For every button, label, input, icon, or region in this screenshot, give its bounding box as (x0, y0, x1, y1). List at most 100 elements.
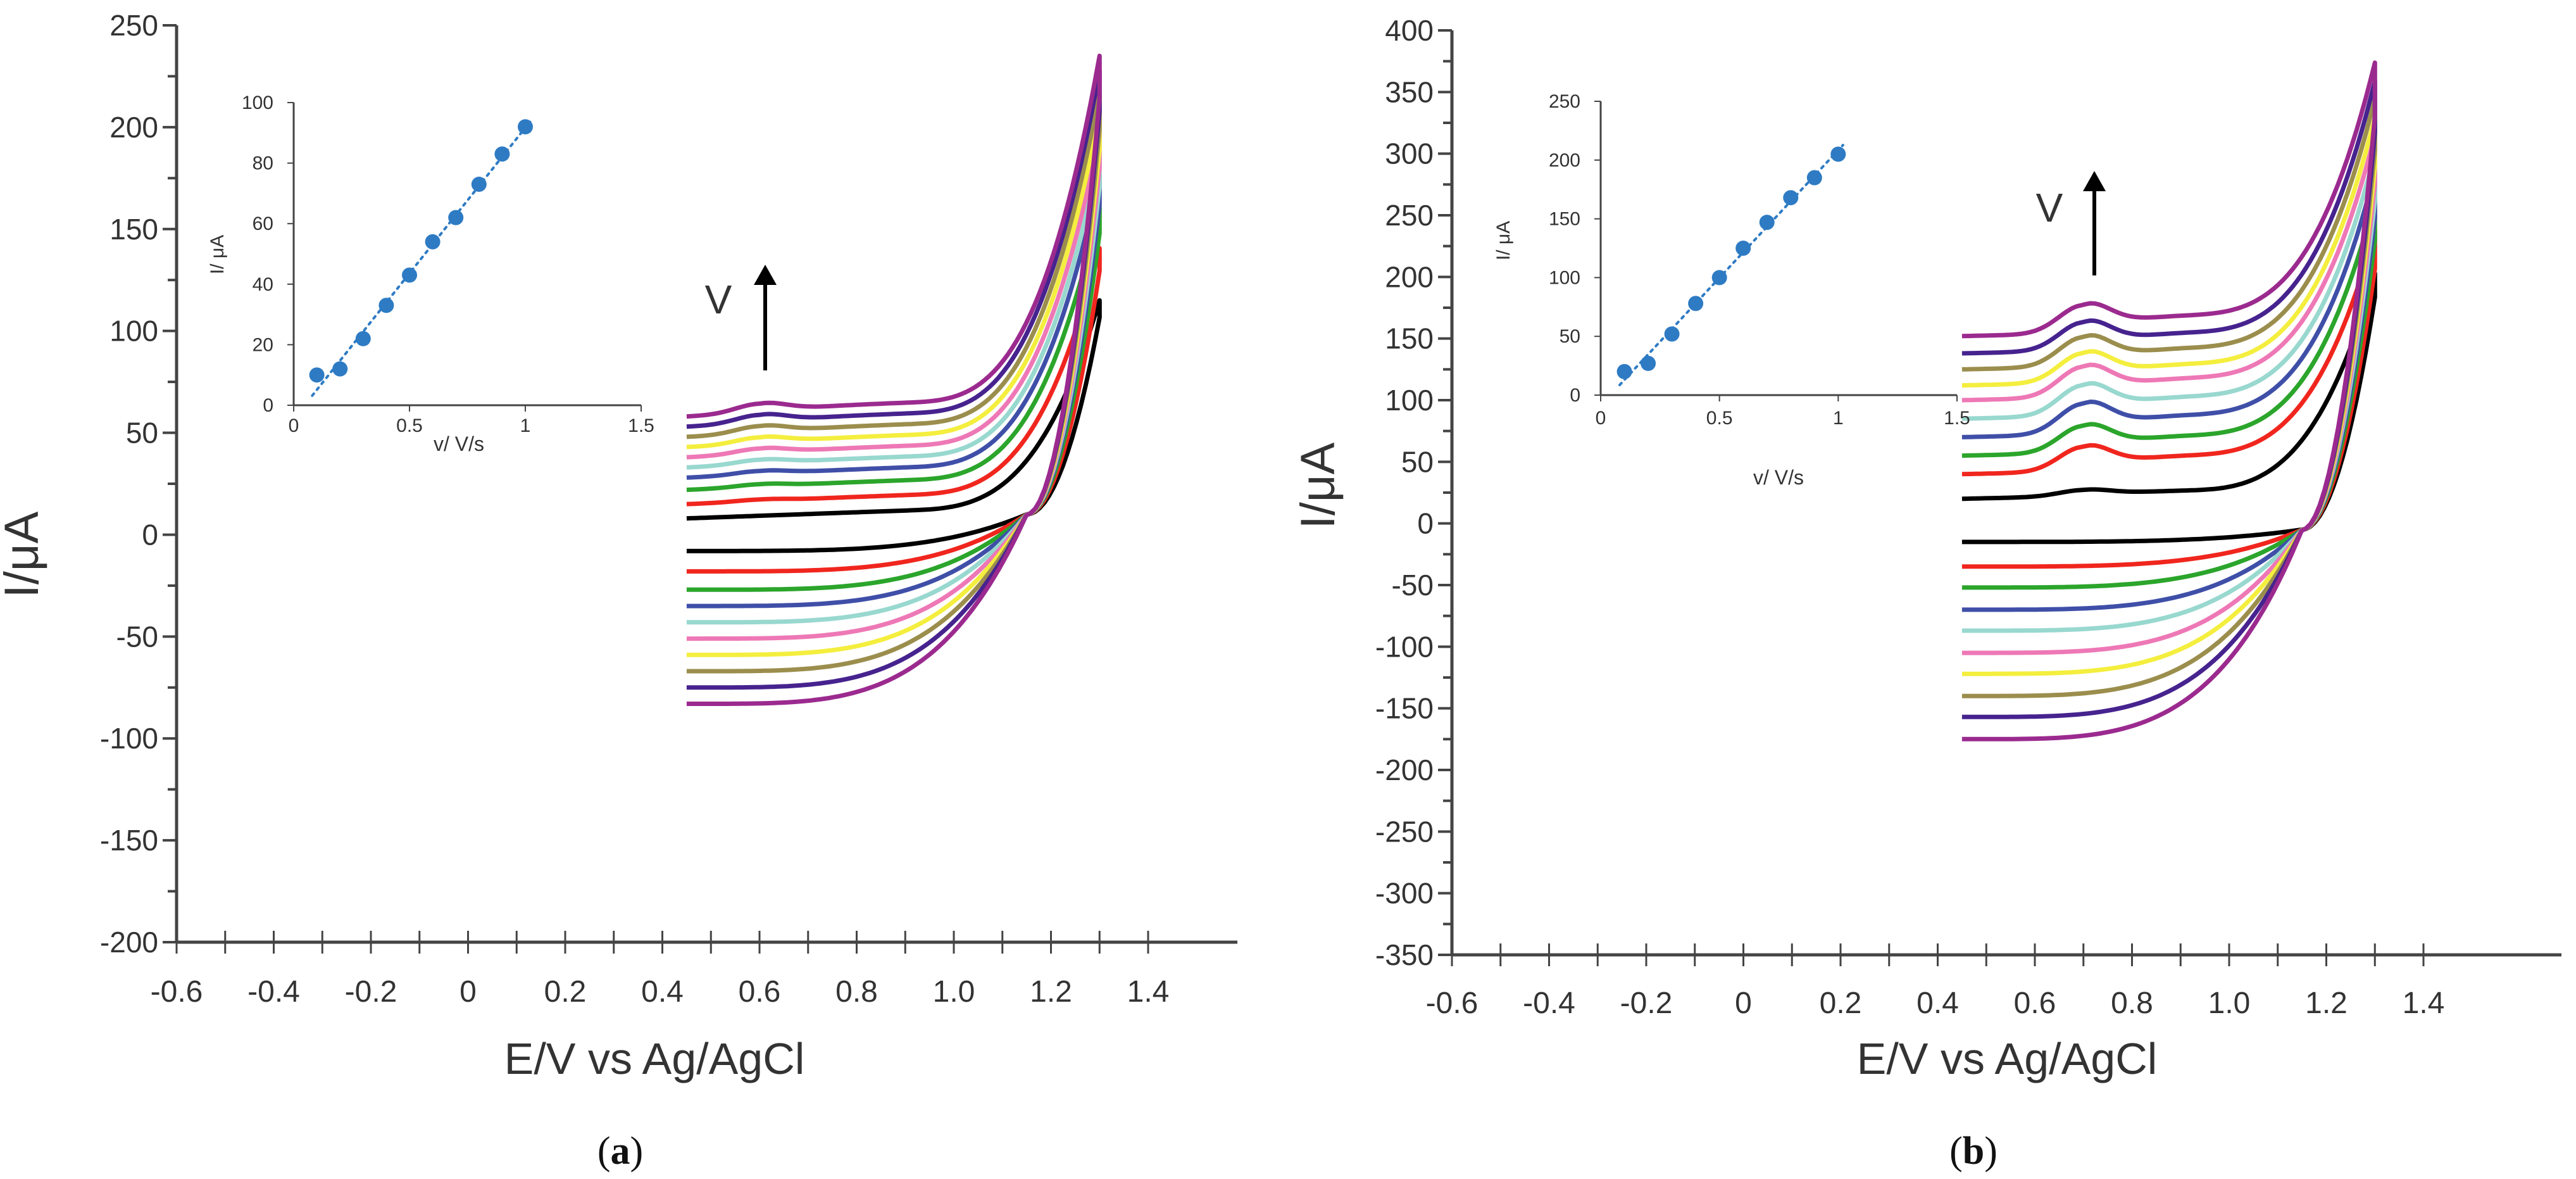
x-axis-label: E/V vs Ag/AgCl (504, 1034, 805, 1083)
cv-curve-10 (686, 53, 1102, 706)
x-tick-label: -0.6 (151, 975, 203, 1009)
inset-x-tick-label: 0 (289, 415, 299, 436)
y-tick-label: -150 (1375, 692, 1434, 725)
x-tick-label: 0.4 (1916, 987, 1959, 1020)
inset-y-tick-label: 250 (1549, 91, 1580, 112)
cv-curves (1961, 60, 2377, 741)
x-tick-label: -0.4 (1523, 987, 1575, 1020)
x-tick-label: 1.0 (2208, 987, 2251, 1020)
y-axis-ticks: -350 -300 -250 -200 -150 -100 -50 0 50 100 150 200 2… (1375, 14, 1452, 971)
inset-points (1616, 144, 1846, 386)
y-tick-label: -50 (116, 620, 158, 653)
scan-rate-arrow-label: V (705, 277, 732, 322)
inset-x-tick-label: 0.5 (1706, 408, 1733, 429)
inset-y-tick-label: 200 (1549, 150, 1580, 171)
inset-y-tick-label: 100 (1549, 267, 1580, 288)
x-tick-label: -0.4 (247, 975, 300, 1009)
y-axis-label: I/μA (0, 511, 49, 598)
inset-y-axis-label: I/ μA (207, 235, 228, 274)
inset-y-tick-label: 100 (242, 92, 273, 113)
x-tick-label: 0.8 (835, 975, 878, 1009)
x-tick-label: 1.0 (933, 975, 975, 1009)
caption-close-paren: ) (1984, 1130, 1998, 1173)
y-tick-label: 250 (109, 9, 158, 42)
y-tick-label: -100 (1375, 630, 1434, 663)
inset-y-tick-label: 50 (1560, 326, 1580, 347)
cv-curve-2 (686, 246, 1102, 574)
inset-data-point (1664, 326, 1680, 342)
x-tick-label: 0.2 (544, 975, 587, 1009)
inset-y-tick-label: 40 (253, 274, 273, 295)
inset-x-ticks: 0 0.5 1 1.5 (289, 405, 654, 436)
x-tick-label: -0.2 (345, 975, 397, 1009)
y-tick-label: 0 (142, 518, 158, 551)
x-tick-label: 0.2 (1820, 987, 1862, 1020)
inset-x-tick-label: 0 (1596, 408, 1606, 429)
caption-letter: b (1963, 1130, 1984, 1173)
x-tick-label: 0 (1735, 987, 1752, 1020)
y-tick-label: -50 (1392, 569, 1434, 602)
x-tick-label: 0.4 (641, 975, 684, 1009)
y-tick-label: 150 (1385, 322, 1434, 355)
y-tick-label: -350 (1375, 938, 1434, 971)
inset-x-axis-label: v/ V/s (1753, 466, 1804, 489)
x-axis-ticks: -0.6 -0.4 -0.2 0 0.2 0.4 0.6 0.8 1.0 1.2 1.4 (151, 931, 1169, 1009)
inset-plot: 0 50 100 150 200 250 0 0.5 1 1.5 I/ μA v/ V/s (1493, 91, 1970, 489)
caption-open-paren: ( (597, 1130, 611, 1173)
inset-data-point (355, 331, 371, 346)
inset-y-tick-label: 80 (253, 153, 273, 174)
inset-trendline (1618, 144, 1844, 386)
panel-a-caption: (a) (597, 1130, 643, 1173)
cv-curve-6 (1961, 133, 2377, 655)
inset-y-tick-label: 60 (253, 213, 273, 234)
y-tick-label: 50 (126, 417, 158, 450)
caption-open-paren: ( (1949, 1130, 1963, 1173)
y-tick-label: 200 (1385, 260, 1434, 293)
panel-b-caption: (b) (1949, 1130, 1998, 1173)
y-tick-label: -150 (100, 824, 158, 857)
y-tick-label: 50 (1401, 445, 1434, 478)
inset-y-tick-label: 0 (1570, 385, 1580, 406)
arrow-head-icon (754, 265, 777, 285)
inset-data-point (471, 177, 487, 192)
inset-x-tick-label: 1.5 (628, 415, 654, 436)
x-axis-ticks: -0.6 -0.4 -0.2 0 0.2 0.4 0.6 0.8 1.0 1.2 1.4 (1426, 943, 2444, 1020)
x-tick-label: -0.6 (1426, 987, 1479, 1020)
cv-curve-5 (1961, 151, 2377, 633)
inset-data-point (309, 367, 325, 383)
y-tick-label: 300 (1385, 137, 1434, 170)
inset-trendline (311, 120, 532, 397)
inset-x-tick-label: 1 (1833, 408, 1844, 429)
cv-curves (686, 53, 1102, 706)
inset-y-axis-label: I/ μA (1493, 221, 1514, 260)
inset-data-point (1711, 270, 1727, 286)
inset-data-point (1830, 146, 1846, 162)
inset-data-point (494, 146, 510, 162)
inset-x-tick-label: 0.5 (396, 415, 423, 436)
inset-y-ticks: 0 50 100 150 200 250 (1549, 91, 1601, 406)
x-tick-label: -0.2 (1620, 987, 1673, 1020)
inset-x-tick-label: 1.5 (1944, 408, 1970, 429)
y-tick-label: 350 (1385, 75, 1434, 108)
inset-data-point (1783, 190, 1799, 206)
x-tick-label: 0 (460, 975, 477, 1009)
y-tick-label: -250 (1375, 815, 1434, 848)
y-tick-label: -100 (100, 722, 158, 755)
x-axis-label: E/V vs Ag/AgCl (1857, 1034, 2158, 1083)
inset-data-point (1641, 355, 1656, 371)
scan-rate-arrow-label: V (2036, 185, 2063, 230)
y-tick-label: 250 (1385, 199, 1434, 232)
cv-curve-10 (1961, 60, 2377, 741)
y-tick-label: 100 (1385, 384, 1434, 417)
inset-data-point (1688, 296, 1704, 312)
x-tick-label: 0.6 (739, 975, 781, 1009)
inset-data-point (378, 298, 394, 313)
inset-x-axis-label: v/ V/s (434, 432, 484, 455)
caption-letter: a (611, 1130, 630, 1173)
inset-x-tick-label: 1 (520, 415, 531, 436)
y-tick-label: -200 (1375, 753, 1434, 786)
inset-data-point (332, 361, 348, 377)
inset-data-point (1616, 363, 1632, 379)
